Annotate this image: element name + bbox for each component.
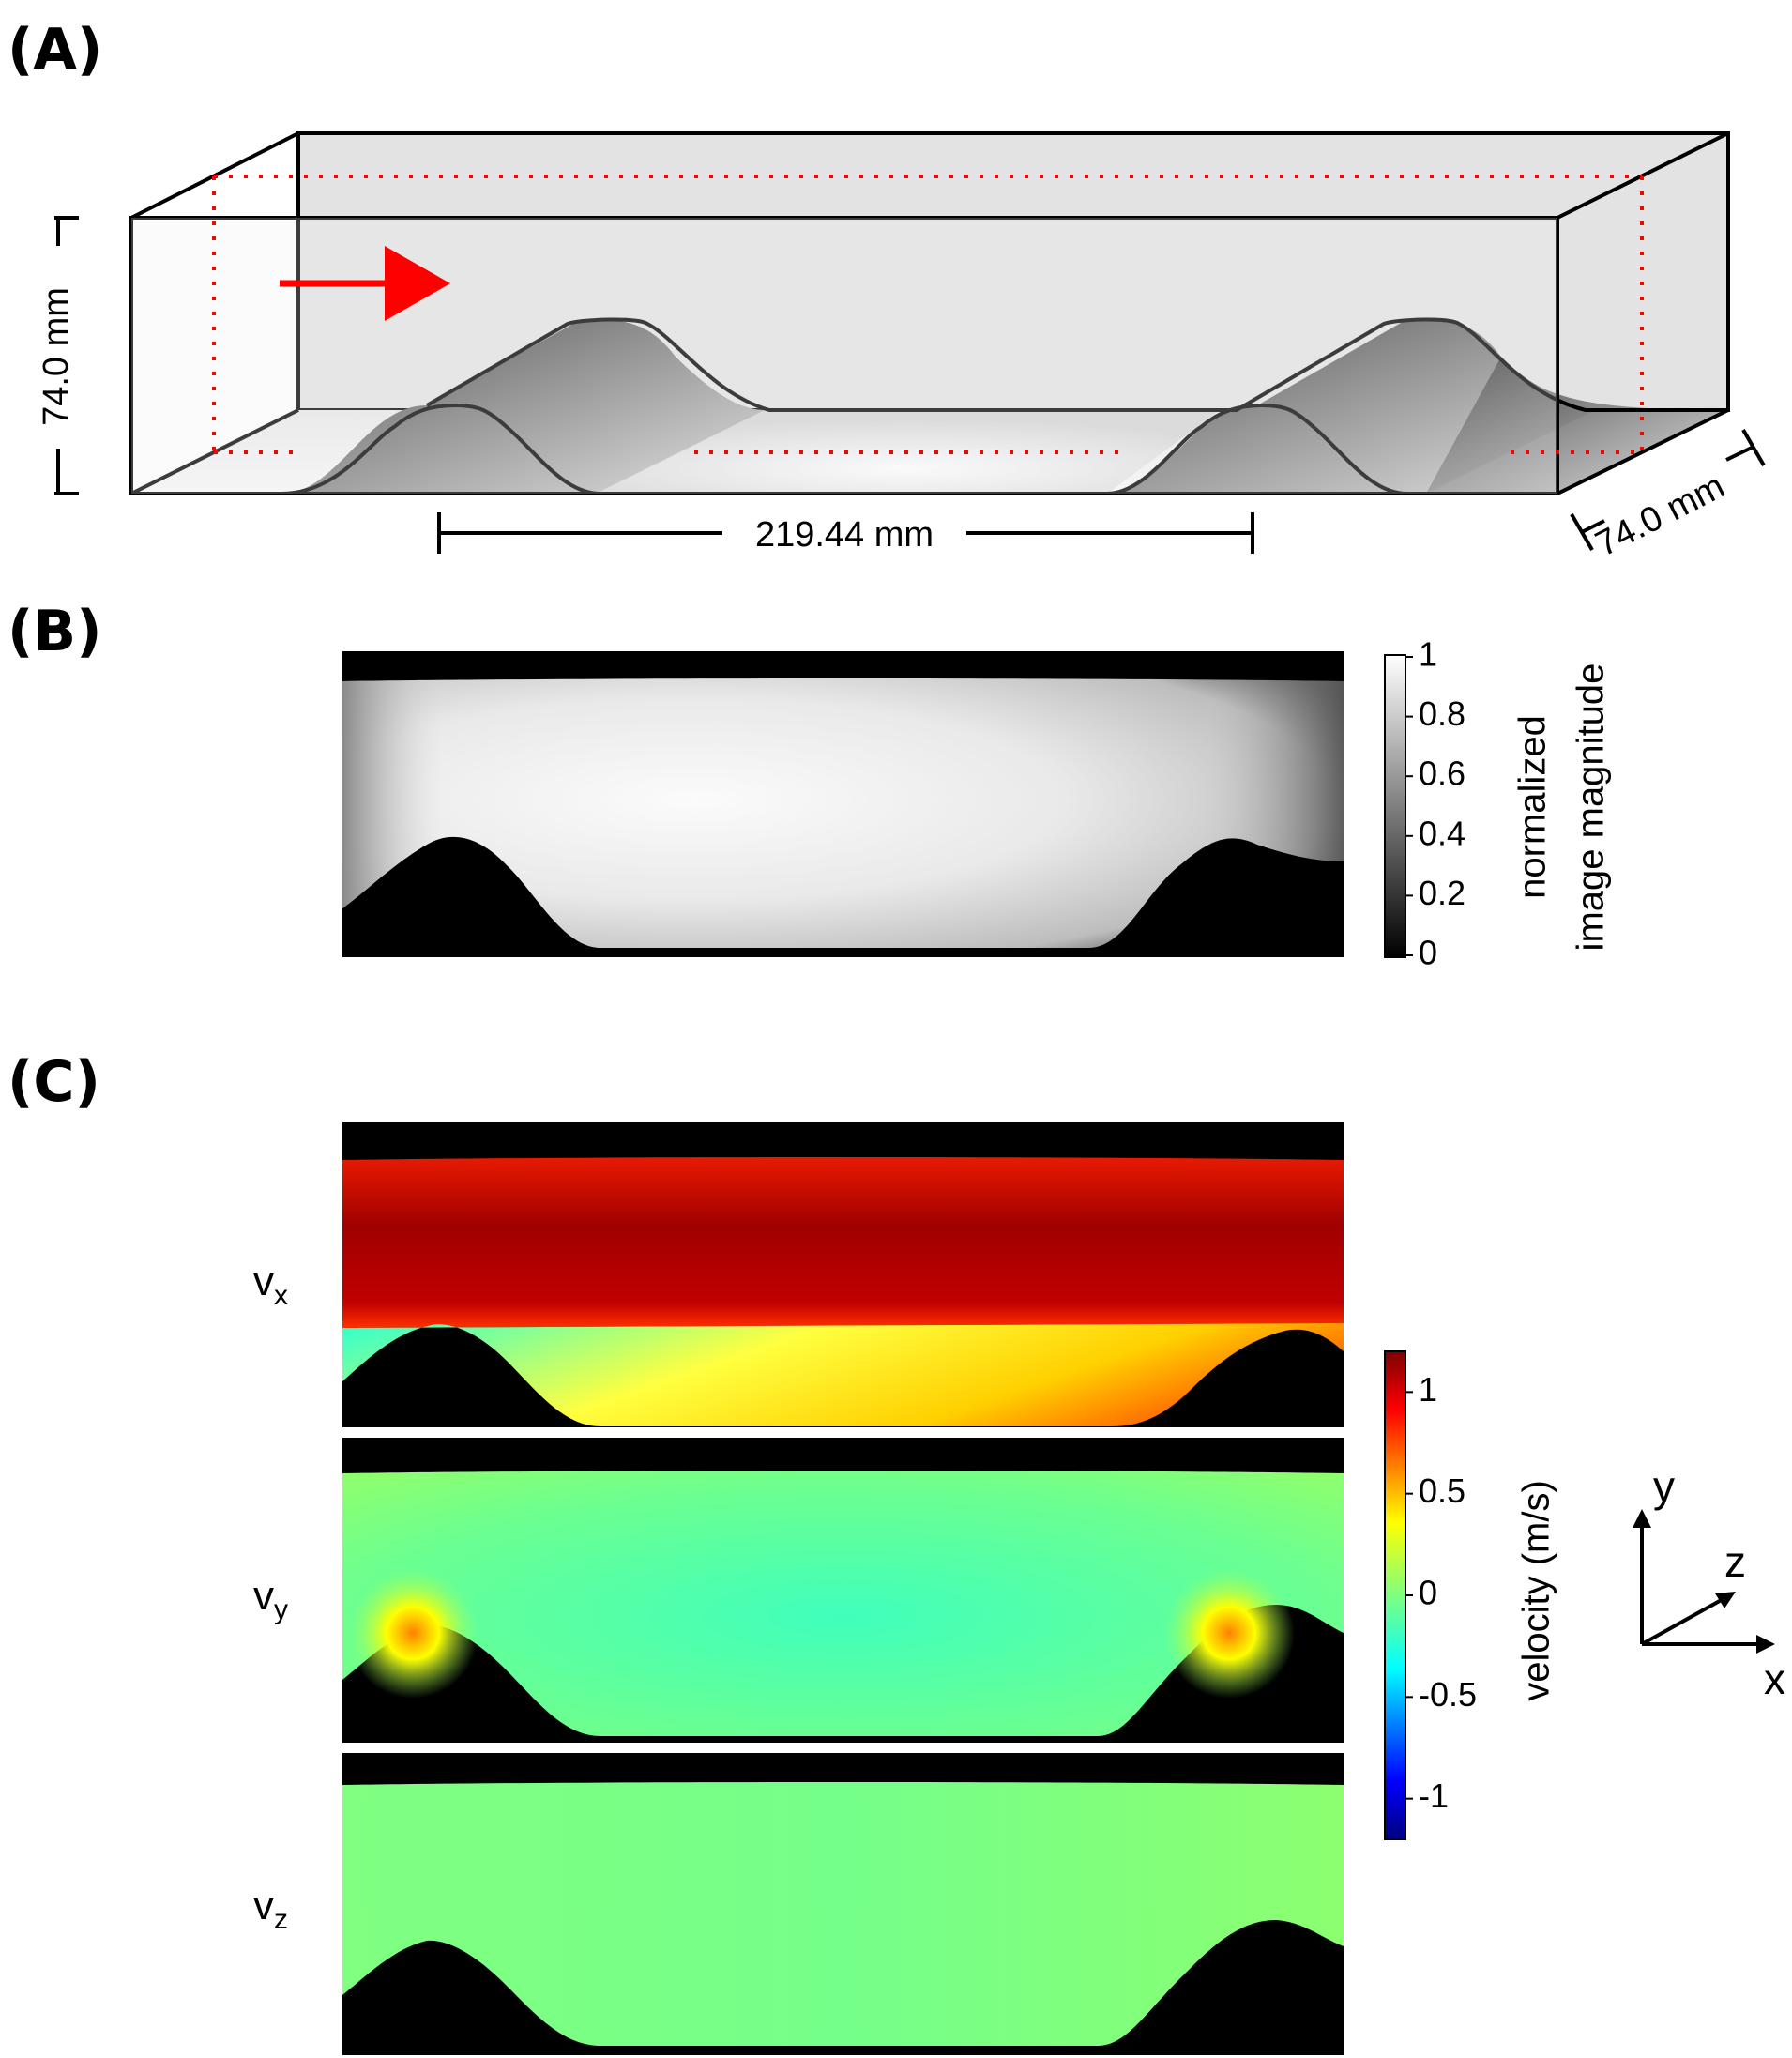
channel-front-face [131, 218, 1557, 494]
flow-arrow [280, 246, 450, 321]
axes-triad [1633, 1509, 1775, 1654]
vy-map [342, 1438, 1344, 1743]
panel-label-b: (B) [8, 599, 102, 664]
depth-dimension [1570, 428, 1766, 552]
row-label-vy: vy [253, 1573, 288, 1625]
colorbar-tick-label: 1 [1419, 1370, 1437, 1409]
colorbar-tick-label: 1 [1419, 635, 1437, 674]
length-dim-label: 219.44 mm [755, 515, 934, 555]
vx-map [342, 1122, 1344, 1427]
magnitude-colorbar-ticks: 1 0.8 0.6 0.4 0.2 0 [1405, 635, 1465, 972]
magnitude-image: 1 0.8 0.6 0.4 0.2 0 normalized image magnitud… [342, 635, 1612, 972]
height-dim-label: 74.0 mm [37, 287, 76, 426]
axis-label-x: x [1764, 1654, 1785, 1703]
colorbar-tick-label: 0.5 [1419, 1471, 1465, 1510]
height-dimension [54, 216, 79, 495]
velocity-colorbar-ticks: 1 0.5 0 -0.5 -1 [1405, 1370, 1477, 1815]
magnitude-colorbar-title-2: image magnitude [1571, 663, 1612, 952]
colorbar-tick-label: -0.5 [1419, 1675, 1477, 1714]
colorbar-tick-label: -1 [1419, 1776, 1449, 1815]
colorbar-tick-label: 0 [1419, 934, 1437, 972]
colorbar-tick-label: 0 [1419, 1574, 1437, 1612]
magnitude-colorbar [1384, 654, 1406, 958]
colorbar-tick-label: 0.8 [1419, 694, 1465, 733]
depth-dim-label: 74.0 mm [1589, 466, 1731, 565]
velocity-maps: vx vy vz 10.50-0.5-1 velocity (m/s) y z … [253, 1122, 1785, 2055]
vz-map [342, 1753, 1344, 2055]
magnitude-colorbar-title-1: normalized [1512, 715, 1554, 899]
colorbar-tick-label: 0.4 [1419, 814, 1465, 852]
channel-schematic: 74.0 mm 219.44 mm 74.0 mm [37, 131, 1766, 565]
axis-label-z: z [1724, 1537, 1746, 1586]
bump-surface-1 [281, 319, 765, 494]
magnitude-edge-shade [342, 678, 1344, 948]
panel-label-a: (A) [8, 17, 103, 83]
bump-right-fill [1426, 357, 1728, 494]
velocity-colorbar-title: velocity (m/s) [1516, 1480, 1557, 1701]
velocity-colorbar [1384, 1350, 1406, 1840]
colorbar-tick-label: 0.2 [1419, 874, 1465, 912]
panel-label-c: (C) [8, 1049, 100, 1115]
length-dimension [437, 512, 1254, 554]
guide-dots [212, 175, 1644, 454]
row-label-vx: vx [253, 1258, 288, 1311]
row-label-vz: vz [253, 1883, 288, 1935]
axis-label-y: y [1653, 1462, 1675, 1511]
colorbar-tick-label: 0.6 [1419, 755, 1465, 793]
